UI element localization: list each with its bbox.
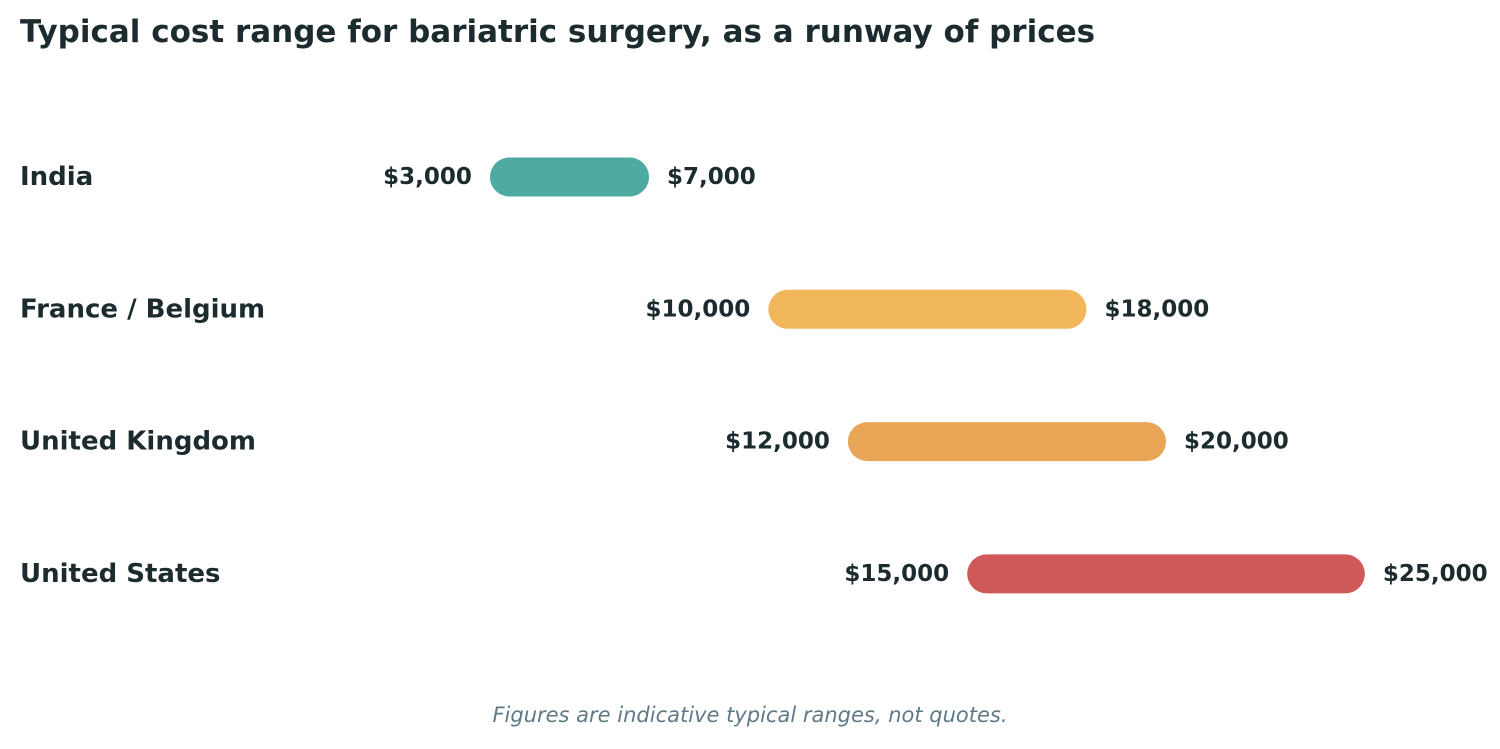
category-label-france-belgium: France / Belgium [20, 294, 265, 324]
range-bar-india [489, 157, 650, 197]
high-value-label-france-belgium: $18,000 [1104, 296, 1209, 322]
low-value-label-india: $3,000 [383, 164, 472, 190]
high-value-label-united-states: $25,000 [1383, 561, 1488, 587]
low-value-label-united-states: $15,000 [844, 561, 949, 587]
category-label-united-kingdom: United Kingdom [20, 427, 256, 457]
low-value-label-france-belgium: $10,000 [646, 296, 751, 322]
category-label-india: India [20, 162, 93, 192]
low-value-label-united-kingdom: $12,000 [725, 429, 830, 455]
chart-footnote: Figures are indicative typical ranges, n… [492, 703, 1008, 727]
range-bar-france-belgium [768, 289, 1087, 329]
high-value-label-india: $7,000 [667, 164, 756, 190]
range-bar-united-states [967, 554, 1365, 594]
chart-title: Typical cost range for bariatric surgery… [20, 14, 1096, 50]
category-label-united-states: United States [20, 559, 221, 589]
high-value-label-united-kingdom: $20,000 [1184, 429, 1289, 455]
range-bar-united-kingdom [847, 422, 1167, 462]
